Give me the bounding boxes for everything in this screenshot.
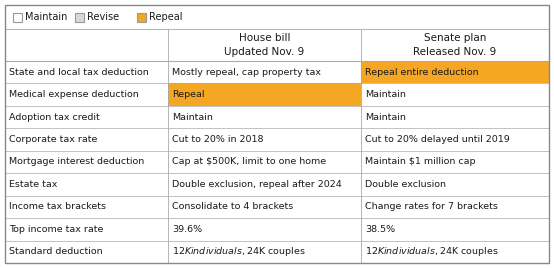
Text: Maintain: Maintain bbox=[365, 113, 406, 122]
Bar bbox=[361, 241, 549, 263]
Bar bbox=[361, 196, 549, 218]
Bar bbox=[168, 196, 361, 218]
Text: Consolidate to 4 brackets: Consolidate to 4 brackets bbox=[172, 202, 293, 211]
Text: Repeal: Repeal bbox=[149, 12, 182, 22]
Bar bbox=[168, 241, 361, 263]
Text: 39.6%: 39.6% bbox=[172, 225, 202, 234]
Text: Cut to 20% delayed until 2019: Cut to 20% delayed until 2019 bbox=[365, 135, 510, 144]
Bar bbox=[168, 173, 361, 196]
Text: Maintain: Maintain bbox=[25, 12, 68, 22]
Bar bbox=[361, 173, 549, 196]
Text: Cut to 20% in 2018: Cut to 20% in 2018 bbox=[172, 135, 264, 144]
Bar bbox=[168, 61, 361, 83]
Bar bbox=[361, 151, 549, 173]
Text: Mortgage interest deduction: Mortgage interest deduction bbox=[9, 158, 144, 166]
Text: Income tax brackets: Income tax brackets bbox=[9, 202, 106, 211]
Text: House bill
Updated Nov. 9: House bill Updated Nov. 9 bbox=[224, 33, 305, 57]
Bar bbox=[137, 13, 146, 21]
Text: Double exclusion: Double exclusion bbox=[365, 180, 446, 189]
Bar bbox=[361, 83, 549, 106]
Text: Maintain $1 million cap: Maintain $1 million cap bbox=[365, 158, 475, 166]
Bar bbox=[361, 106, 549, 128]
Bar bbox=[361, 218, 549, 241]
Text: Mostly repeal, cap property tax: Mostly repeal, cap property tax bbox=[172, 68, 321, 77]
Text: Senate plan
Released Nov. 9: Senate plan Released Nov. 9 bbox=[413, 33, 496, 57]
Text: Corporate tax rate: Corporate tax rate bbox=[9, 135, 98, 144]
Text: Revise: Revise bbox=[87, 12, 119, 22]
Text: $12K individuals, $24K couples: $12K individuals, $24K couples bbox=[365, 245, 499, 258]
Text: Change rates for 7 brackets: Change rates for 7 brackets bbox=[365, 202, 498, 211]
Text: State and local tax deduction: State and local tax deduction bbox=[9, 68, 149, 77]
Text: Standard deduction: Standard deduction bbox=[9, 247, 102, 256]
Bar bbox=[168, 128, 361, 151]
Text: Estate tax: Estate tax bbox=[9, 180, 58, 189]
Bar bbox=[361, 128, 549, 151]
Text: Repeal entire deduction: Repeal entire deduction bbox=[365, 68, 479, 77]
Text: Double exclusion, repeal after 2024: Double exclusion, repeal after 2024 bbox=[172, 180, 342, 189]
Text: Medical expense deduction: Medical expense deduction bbox=[9, 90, 138, 99]
Text: $12K individuals, $24K couples: $12K individuals, $24K couples bbox=[172, 245, 306, 258]
Bar bbox=[168, 106, 361, 128]
Bar bbox=[168, 218, 361, 241]
Bar bbox=[168, 83, 361, 106]
Text: Adoption tax credit: Adoption tax credit bbox=[9, 113, 100, 122]
Bar bbox=[168, 151, 361, 173]
Text: 38.5%: 38.5% bbox=[365, 225, 395, 234]
Bar bbox=[13, 13, 22, 21]
Bar bbox=[361, 61, 549, 83]
Text: Cap at $500K, limit to one home: Cap at $500K, limit to one home bbox=[172, 158, 326, 166]
Text: Top income tax rate: Top income tax rate bbox=[9, 225, 104, 234]
Bar bbox=[75, 13, 84, 21]
Text: Maintain: Maintain bbox=[172, 113, 213, 122]
Text: Maintain: Maintain bbox=[365, 90, 406, 99]
Text: Repeal: Repeal bbox=[172, 90, 204, 99]
